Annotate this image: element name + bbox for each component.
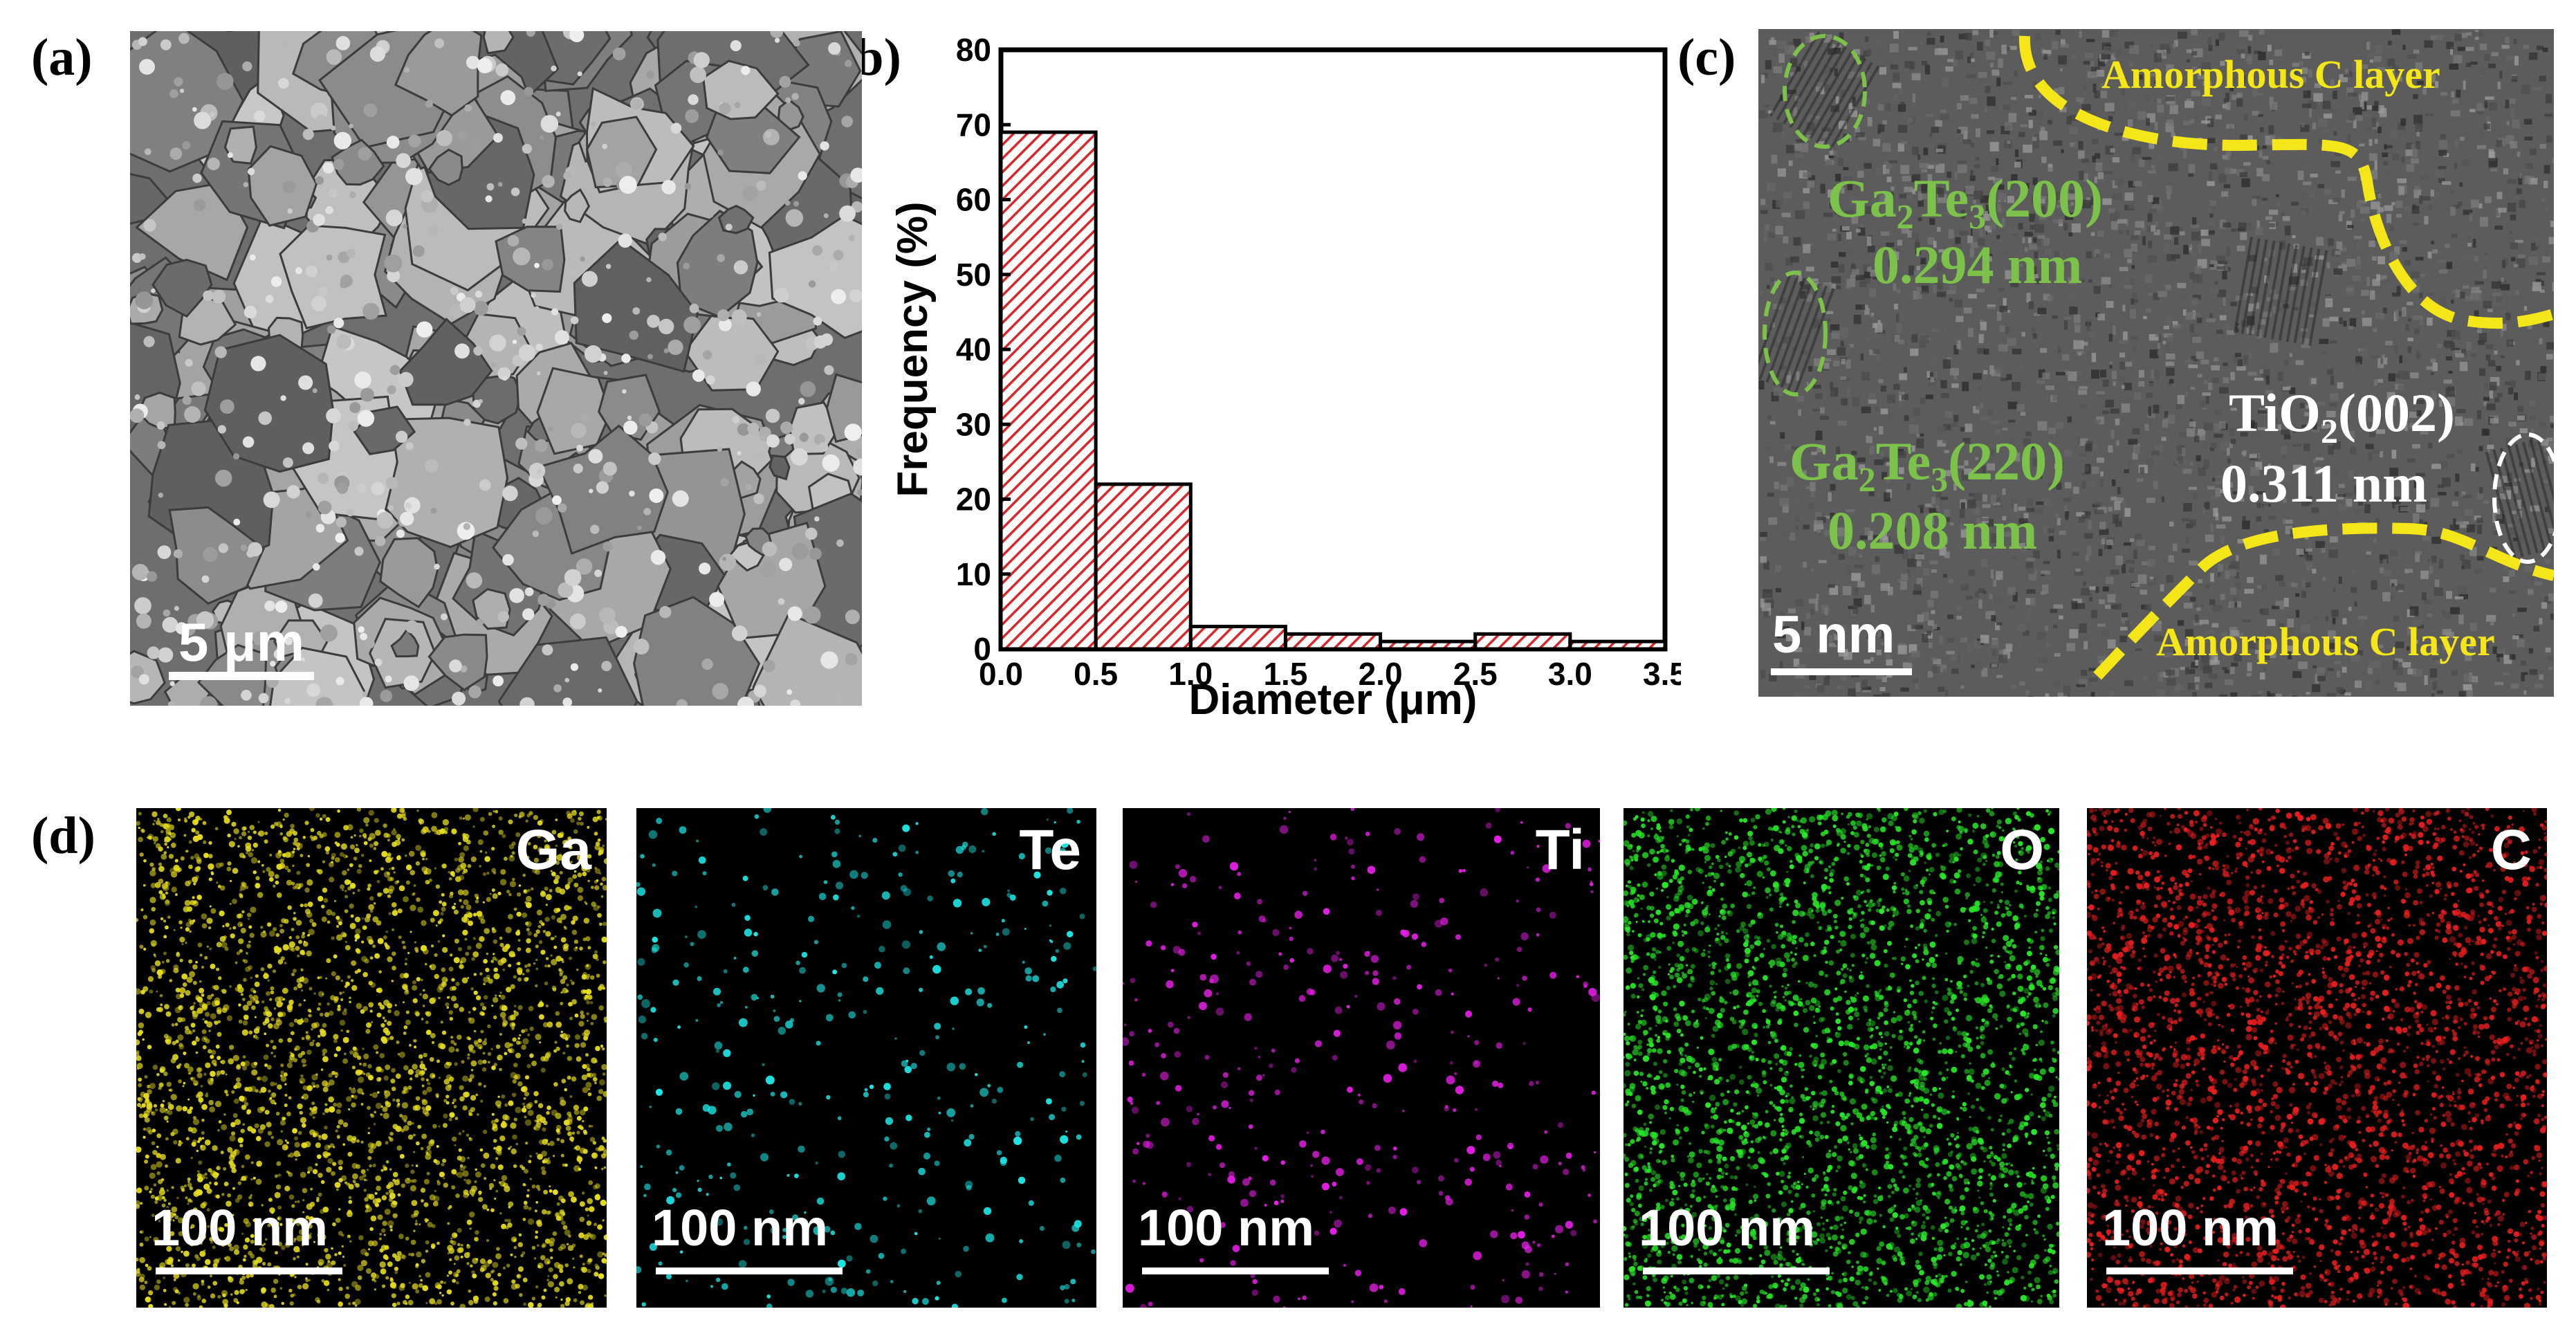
- eds-map-te: Te 100 nm: [636, 808, 1096, 1308]
- ga2te3-200-circle: [1783, 34, 1867, 149]
- x-tick-label: 3.0: [1548, 656, 1592, 692]
- eds-scale-label: 100 nm: [1138, 1199, 1315, 1256]
- tem-scale-bar: [1771, 668, 1912, 675]
- eds-scale-bar: [156, 1267, 342, 1274]
- ga2te3-220-circle: [1763, 271, 1828, 396]
- tem-lattice: [1758, 29, 2554, 697]
- ga2te3-220-label: Ga2Te3(220): [1790, 431, 2066, 499]
- eds-map-o: O 100 nm: [1623, 808, 2059, 1308]
- y-tick-label: 50: [956, 257, 991, 293]
- y-tick-label: 40: [956, 331, 991, 367]
- sem-particles: [130, 31, 862, 706]
- eds-dots: [1123, 808, 1600, 1308]
- eds-dots: [2087, 808, 2547, 1308]
- eds-scale-label: 100 nm: [1639, 1199, 1816, 1256]
- y-tick-label: 20: [956, 482, 991, 518]
- histogram-bar: [1094, 482, 1193, 651]
- histogram-bar: [1188, 625, 1287, 651]
- histogram-bar: [1473, 632, 1572, 651]
- histogram-bar: [999, 130, 1098, 651]
- eds-scale-label: 100 nm: [2102, 1199, 2279, 1256]
- y-tick-label: 60: [956, 182, 991, 218]
- ga2te3-200-label: Ga2Te3(200): [1828, 168, 2104, 236]
- y-tick-label: 30: [956, 406, 991, 442]
- tem-scale-label: 5 nm: [1772, 605, 1895, 664]
- panel-label-d: (d): [31, 807, 95, 865]
- y-tick-label: 70: [956, 107, 991, 143]
- panel-label-c: (c): [1677, 28, 1736, 86]
- panel-label-a: (a): [31, 28, 93, 86]
- eds-dots: [636, 808, 1096, 1308]
- histogram-bar: [1379, 639, 1478, 651]
- eds-element-label: C: [2490, 818, 2532, 881]
- amorphous-boundary-bottom: [2093, 522, 2554, 680]
- eds-element-label: Ti: [1535, 818, 1585, 881]
- x-tick-label: 0.0: [979, 656, 1023, 692]
- ga2te3-220-spacing: 0.208 nm: [1828, 500, 2038, 560]
- eds-map-ti: Ti 100 nm: [1123, 808, 1600, 1308]
- histogram-bar: [1568, 639, 1667, 651]
- x-tick-label: 1.5: [1263, 656, 1307, 692]
- y-axis-label: Frequency (%): [889, 201, 937, 497]
- tem-image: Amorphous C layer Amorphous C layer Ga2T…: [1758, 29, 2554, 697]
- eds-scale-bar: [2106, 1267, 2293, 1274]
- x-tick-label: 0.5: [1074, 656, 1118, 692]
- amorphous-top-label: Amorphous C layer: [2101, 52, 2440, 97]
- eds-scale-label: 100 nm: [151, 1199, 329, 1256]
- x-axis-label: Diameter (μm): [1189, 676, 1478, 724]
- x-tick-label: 2.0: [1359, 656, 1403, 692]
- eds-map-c: C 100 nm: [2087, 808, 2547, 1308]
- x-tick-label: 2.5: [1453, 656, 1498, 692]
- x-tick-label: 1.0: [1168, 656, 1213, 692]
- eds-scale-label: 100 nm: [652, 1199, 829, 1256]
- tio2-spacing: 0.311 nm: [2220, 453, 2428, 513]
- y-tick-label: 10: [956, 556, 991, 592]
- eds-dots: [136, 808, 607, 1308]
- ga2te3-200-spacing: 0.294 nm: [1873, 235, 2083, 295]
- eds-map-ga: Ga 100 nm: [136, 808, 607, 1308]
- sem-scale-label: 5 μm: [178, 612, 305, 672]
- sem-image: 5 μm: [130, 31, 862, 706]
- eds-element-label: O: [2000, 818, 2044, 881]
- eds-element-label: Te: [1019, 818, 1081, 881]
- size-histogram: 0 10 20 30 40 50 60 70 80 0.0 0.5 1.0 1.5 2.0 2.5 3.0 3…: [889, 32, 1681, 724]
- eds-scale-bar: [1643, 1267, 1830, 1274]
- amorphous-boundary-top: [2018, 35, 2554, 329]
- tem-annotations: [1763, 34, 2554, 680]
- x-tick-label: 3.5: [1643, 656, 1681, 692]
- y-tick-label: 80: [956, 32, 991, 68]
- tio2-label: TiO2(002): [2229, 383, 2455, 450]
- eds-element-label: Ga: [515, 818, 591, 881]
- histogram-bar: [1283, 632, 1383, 651]
- eds-scale-bar: [1142, 1267, 1329, 1274]
- eds-scale-bar: [656, 1267, 843, 1274]
- sem-scale-bar: [169, 672, 314, 680]
- tio2-circle: [2492, 432, 2554, 564]
- y-tick-label: 0: [973, 631, 991, 667]
- amorphous-bottom-label: Amorphous C layer: [2156, 619, 2495, 664]
- eds-dots: [1623, 808, 2059, 1308]
